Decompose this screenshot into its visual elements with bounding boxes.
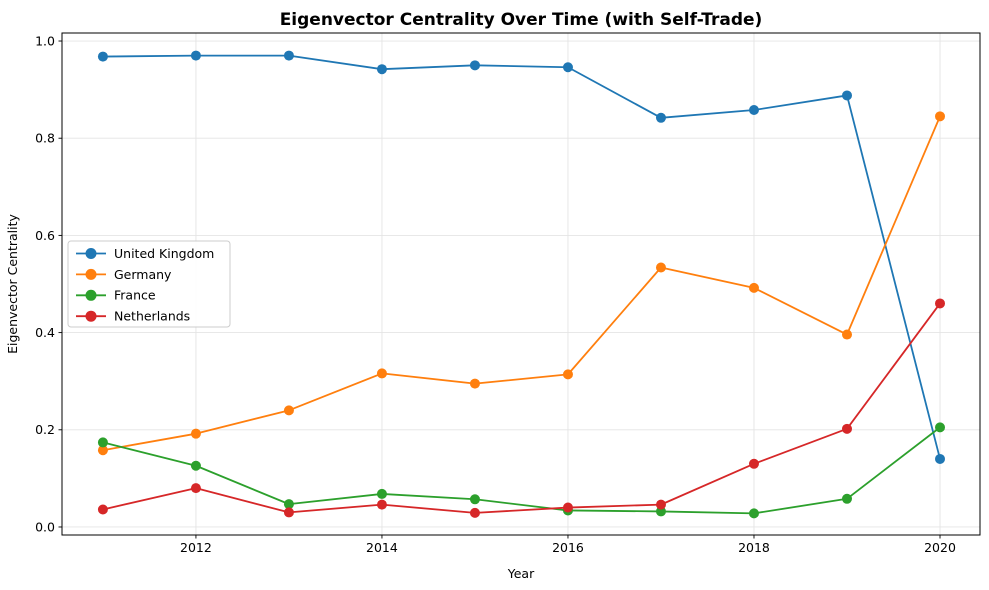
data-point [748,508,759,519]
data-point [655,499,666,510]
y-tick-label: 0.0 [35,519,55,534]
legend-marker [85,248,97,259]
data-point [97,504,108,515]
legend-marker [85,310,97,322]
data-point [97,51,108,62]
series-line-france [102,426,941,515]
y-tick-label: 0.4 [35,325,55,340]
y-tick-label: 0.8 [35,131,55,146]
data-point [748,458,759,469]
y-tick-label: 1.0 [35,33,55,48]
data-point [469,378,480,389]
data-point [748,105,759,116]
tick-layer: 2012 2014 2016 2018 2020 0.0 0.2 0.4 0.6 0.8 1.0 [35,33,956,555]
y-tick-label: 0.2 [35,422,55,437]
data-point [655,112,666,123]
data-point [190,483,201,494]
x-tick-label: 2016 [552,540,584,555]
data-point [376,488,387,499]
y-axis-label: Eigenvector Centrality [5,213,20,353]
data-point [562,369,573,380]
data-point [469,507,480,518]
x-tick-label: 2014 [366,540,398,555]
data-point [190,460,201,471]
chart-title: Eigenvector Centrality Over Time (with S… [280,10,763,30]
data-point [97,445,108,456]
data-point [841,329,852,340]
data-point [562,62,573,73]
data-point [469,60,480,71]
legend-label-germany: Germany [114,267,172,282]
data-point [190,428,201,439]
legend-label-netherlands: Netherlands [114,309,190,324]
data-point [283,499,294,510]
legend-marker [85,289,97,301]
data-point [376,368,387,379]
legend: United Kingdom Germany France Netherlands [67,240,231,328]
data-point [935,111,946,122]
data-point [469,494,480,505]
legend-box [67,240,231,328]
y-tick-label: 0.6 [35,228,55,243]
series-line-germany [102,115,941,452]
data-point [841,90,852,101]
data-point [283,507,294,518]
data-point [376,64,387,75]
data-point [841,423,852,434]
data-point [376,499,387,510]
plot-border [61,32,981,536]
data-point [655,262,666,273]
data-point [935,453,946,464]
data-point [935,298,946,309]
data-point [283,50,294,61]
data-point [283,405,294,416]
x-tick-label: 2020 [924,540,956,555]
legend-label-france: France [114,288,156,303]
x-axis-label: Year [507,566,535,581]
series-line-united-kingdom [102,54,941,460]
series-layer [97,50,946,519]
data-point [190,50,201,61]
x-tick-label: 2018 [738,540,770,555]
data-point [748,282,759,293]
data-point [935,422,946,433]
legend-marker [85,268,97,280]
legend-label-united-kingdom: United Kingdom [114,246,214,261]
data-point [562,502,573,513]
data-point [97,437,108,448]
series-line-netherlands [102,302,941,514]
x-tick-label: 2012 [180,540,212,555]
data-point [841,493,852,504]
